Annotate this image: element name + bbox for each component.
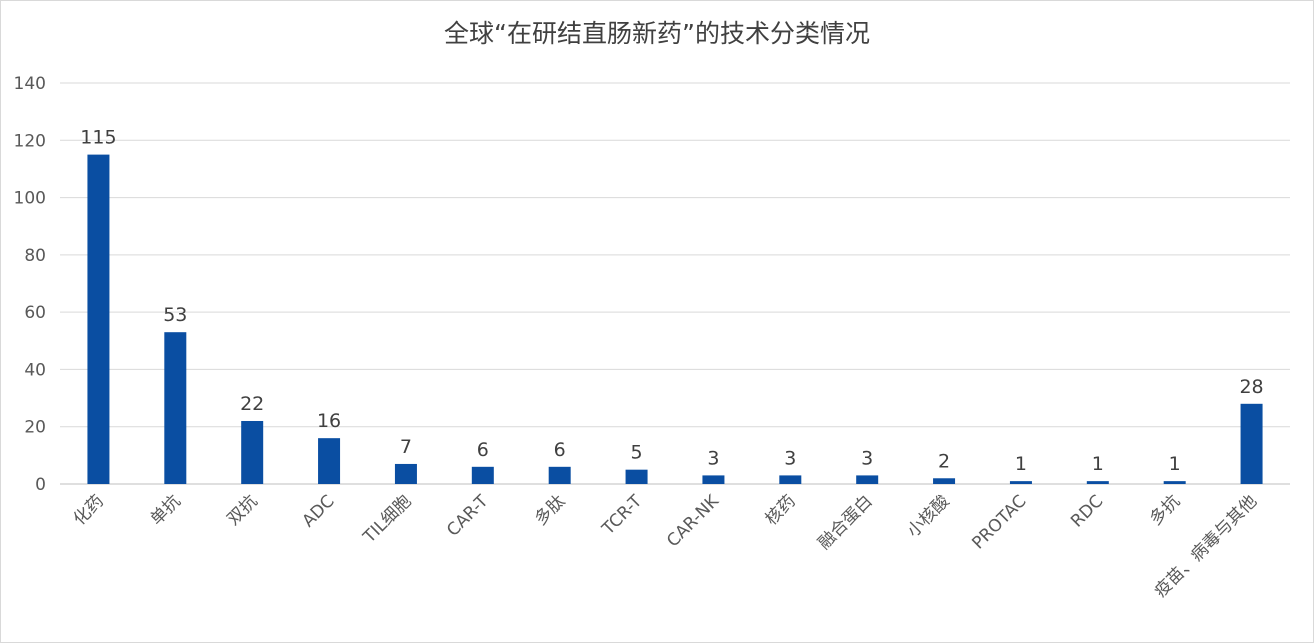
data-label: 1 (1015, 453, 1027, 475)
data-label: 7 (400, 436, 412, 458)
data-label: 3 (784, 447, 796, 469)
bar (241, 420, 264, 484)
data-label: 115 (80, 127, 116, 149)
y-tick-label: 20 (24, 418, 46, 438)
bar (625, 469, 648, 484)
bar (164, 332, 187, 484)
data-label: 1 (1092, 453, 1104, 475)
bar (318, 438, 341, 484)
bars (87, 154, 1263, 484)
x-tick-label: 小核酸 (903, 491, 953, 541)
x-tick-label: 单抗 (147, 491, 185, 529)
data-label: 2 (938, 450, 950, 472)
bar (1240, 403, 1263, 484)
bar (1086, 481, 1109, 484)
data-label: 16 (317, 410, 341, 432)
chart-title: 全球“在研结直肠新药”的技术分类情况 (444, 19, 870, 48)
data-label: 28 (1239, 376, 1263, 398)
x-tick-label: CAR-NK (663, 491, 723, 551)
x-tick-label: TCR-T (598, 491, 647, 540)
bar (702, 475, 725, 484)
bar (856, 475, 879, 484)
data-label: 22 (240, 393, 264, 415)
x-tick-label: 双抗 (224, 491, 262, 529)
y-tick-label: 80 (24, 246, 46, 266)
bar (394, 463, 417, 484)
data-label: 6 (554, 439, 566, 461)
x-tick-label: PROTAC (968, 491, 1030, 553)
x-tick-label: RDC (1067, 491, 1107, 531)
bar (471, 466, 494, 484)
x-tick-label: ADC (299, 491, 339, 531)
bar (548, 466, 571, 484)
bar (87, 154, 110, 484)
y-axis-ticks: 0 20 40 60 80 100 120 140 (14, 74, 46, 495)
x-tick-label: CAR-T (443, 491, 493, 541)
y-tick-label: 100 (14, 189, 46, 209)
x-tick-label: 融合蛋白 (814, 491, 876, 553)
x-tick-label: TIL细胞 (359, 491, 415, 547)
x-tick-label: 化药 (70, 491, 108, 529)
y-tick-label: 120 (14, 131, 46, 151)
data-label: 1 (1169, 453, 1181, 475)
bar (779, 475, 802, 484)
x-tick-label: 多肽 (531, 491, 569, 529)
data-label: 53 (163, 304, 187, 326)
gridlines (60, 82, 1290, 485)
data-label: 3 (861, 447, 873, 469)
data-label: 6 (477, 439, 489, 461)
x-axis-labels: 化药 单抗 双抗 ADC TIL细胞 CAR-T 多肽 TCR-T CAR-NK 核药 融合蛋白 小核… (70, 491, 1261, 602)
y-tick-label: 0 (35, 475, 46, 495)
bar (1009, 481, 1032, 484)
y-tick-label: 140 (14, 74, 46, 94)
x-tick-label: 多抗 (1146, 491, 1184, 529)
y-tick-label: 40 (24, 360, 46, 380)
x-tick-label: 核药 (762, 491, 800, 529)
data-label: 3 (707, 447, 719, 469)
data-label: 5 (631, 442, 643, 464)
y-tick-label: 60 (24, 303, 46, 323)
bar (933, 478, 956, 484)
bar (1163, 481, 1186, 484)
